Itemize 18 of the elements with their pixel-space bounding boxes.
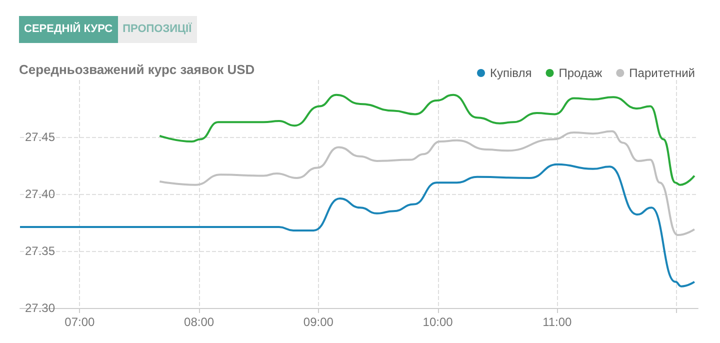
line-series bbox=[158, 130, 696, 236]
chart-title: Середньозважений курс заявок USD bbox=[19, 62, 255, 77]
x-tick-label: 08:00 bbox=[184, 315, 214, 329]
y-tick-label: 27.35 bbox=[25, 244, 56, 258]
x-tick-label: 07:00 bbox=[64, 315, 96, 329]
legend-label: Продаж bbox=[558, 66, 602, 80]
line-series bbox=[19, 163, 696, 288]
legend-label: Купівля bbox=[490, 66, 532, 80]
y-tick-label: 27.30 bbox=[25, 301, 56, 315]
y-tick-label: 27.45 bbox=[25, 130, 56, 144]
x-tick-label: 11:00 bbox=[542, 315, 572, 329]
text: СЕРЕДНІЙ КУРС bbox=[19, 16, 118, 43]
line-series bbox=[158, 94, 696, 186]
x-tick-label: 09:00 bbox=[303, 315, 334, 329]
x-tick-label: 10:00 bbox=[422, 315, 454, 329]
text: ПРОПОЗИЦІЇ bbox=[118, 16, 197, 43]
legend-label: Паритетний bbox=[629, 66, 695, 80]
y-tick-label: 27.40 bbox=[25, 187, 56, 201]
